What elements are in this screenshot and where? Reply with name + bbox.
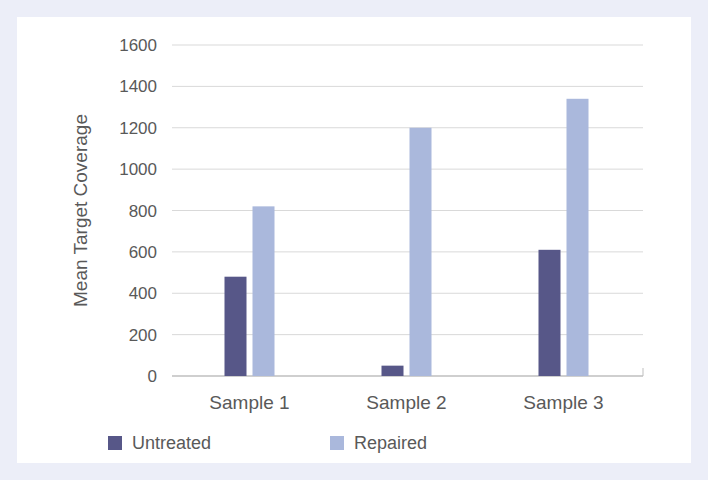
x-tick-label: Sample 3 — [523, 392, 603, 413]
chart-svg: 0 200 400 600 800 1000 1200 1400 1600 Mean Target… — [0, 0, 708, 480]
y-tick-label: 1400 — [119, 77, 157, 96]
bar — [382, 366, 404, 376]
axis-end-tick — [643, 368, 644, 376]
legend-swatch — [108, 436, 122, 450]
grid-line — [172, 45, 643, 46]
legend-label: Untreated — [132, 433, 211, 453]
inner-panel — [17, 17, 691, 463]
x-tick-label: Sample 1 — [209, 392, 289, 413]
bar — [225, 277, 247, 376]
y-axis-label: Mean Target Coverage — [70, 114, 91, 307]
y-tick-label: 800 — [129, 202, 157, 221]
chart-container: 0 200 400 600 800 1000 1200 1400 1600 Mean Target… — [0, 0, 708, 480]
y-tick-label: 1600 — [119, 36, 157, 55]
legend-label: Repaired — [354, 433, 427, 453]
y-tick-label: 0 — [148, 367, 157, 386]
bar — [539, 250, 561, 376]
bar — [567, 99, 589, 376]
bar — [410, 128, 432, 376]
y-tick-label: 1000 — [119, 160, 157, 179]
y-tick-label: 400 — [129, 284, 157, 303]
outer-border — [0, 0, 708, 480]
grid-line — [172, 86, 643, 87]
bar — [253, 206, 275, 376]
y-tick-label: 1200 — [119, 119, 157, 138]
legend-swatch — [330, 436, 344, 450]
y-tick-label: 600 — [129, 243, 157, 262]
y-tick-label: 200 — [129, 326, 157, 345]
x-tick-label: Sample 2 — [366, 392, 446, 413]
bars — [225, 99, 589, 376]
